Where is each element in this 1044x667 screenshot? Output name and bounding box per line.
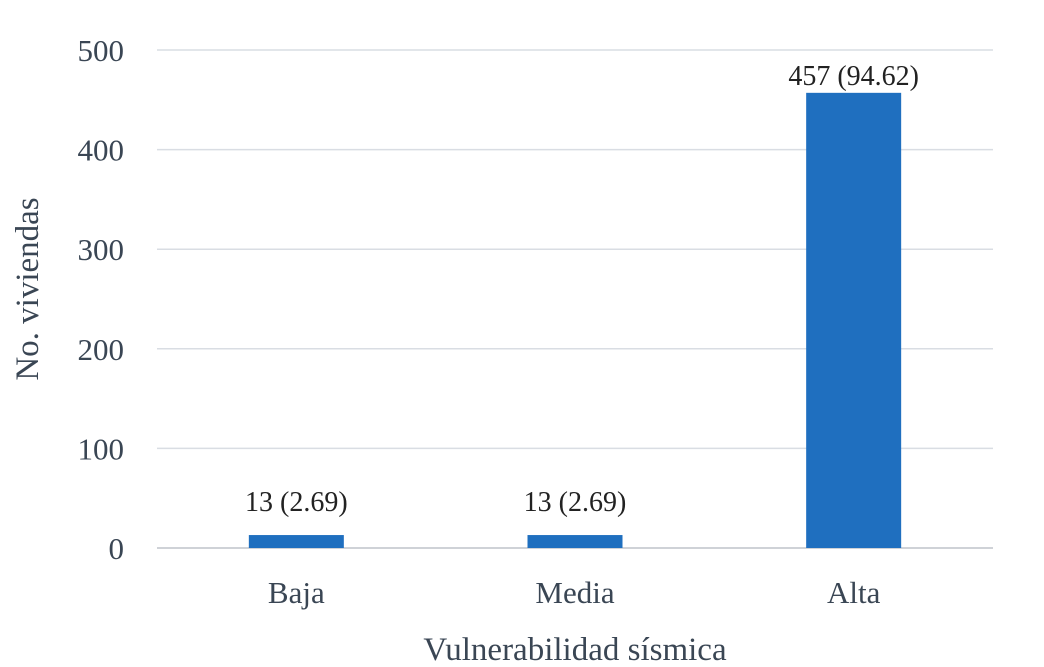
bar-alta — [806, 92, 902, 548]
y-tick-label: 100 — [78, 431, 125, 466]
y-tick-label: 400 — [78, 133, 125, 168]
y-tick-label: 200 — [78, 332, 125, 367]
x-category-label: Media — [535, 575, 614, 610]
bar-baja — [248, 535, 344, 548]
y-tick-label: 0 — [109, 531, 125, 566]
y-axis-title: No. viviendas — [10, 197, 46, 380]
y-tick-labels: 0 100 200 300 400 500 — [78, 33, 125, 566]
bars — [248, 92, 902, 548]
x-axis-title: Vulnerabilidad sísmica — [423, 632, 727, 667]
data-label: 13 (2.69) — [245, 487, 348, 518]
bar-media — [527, 535, 623, 548]
x-category-label: Alta — [827, 575, 881, 610]
y-tick-label: 300 — [78, 232, 125, 267]
data-labels: 13 (2.69) 13 (2.69) 457 (94.62) — [245, 61, 919, 518]
data-label: 13 (2.69) — [524, 487, 627, 518]
x-category-labels: Baja Media Alta — [268, 575, 881, 610]
data-label: 457 (94.62) — [788, 61, 919, 92]
y-tick-label: 500 — [78, 33, 125, 68]
x-category-label: Baja — [268, 575, 325, 610]
